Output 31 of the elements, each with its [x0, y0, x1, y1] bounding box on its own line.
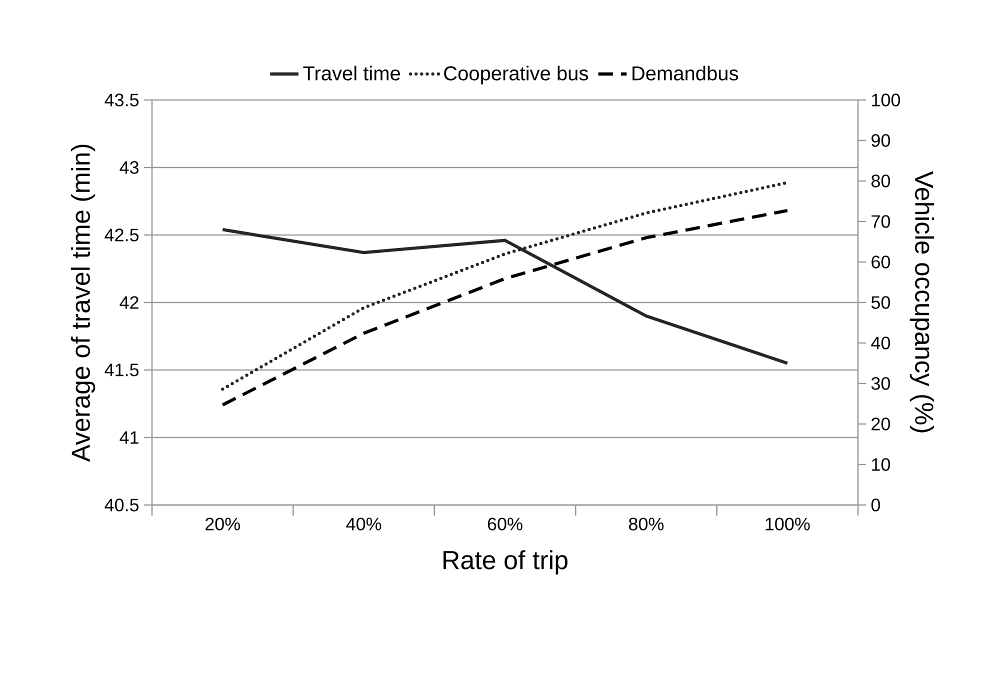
- legend-label: Demandbus: [632, 66, 738, 80]
- y2-tick-label: 70: [872, 215, 890, 228]
- y-axis-title: Average of travel time (min): [70, 144, 96, 462]
- x-tick-label: 80%: [628, 518, 664, 530]
- y2-tick-label: 60: [872, 256, 890, 268]
- y2-tick-label: 30: [871, 377, 890, 390]
- line-series: [221, 208, 789, 407]
- y-tick-label: 43.5: [104, 94, 139, 106]
- y-tick-label: 40.5: [104, 498, 139, 512]
- y-tick-label: 42.5: [104, 228, 139, 242]
- y2-tick-label: 90: [872, 134, 890, 147]
- y2-tick-label: 0: [871, 498, 880, 512]
- y2-tick-label: 80: [871, 174, 890, 188]
- y2-tick-label: 20: [872, 418, 890, 430]
- x-tick-label: 100%: [766, 518, 810, 530]
- legend-label: Travel time: [303, 66, 400, 80]
- line-series: [221, 181, 789, 391]
- y2-tick-label: 40: [871, 336, 890, 350]
- y2-tick-label: 50: [871, 296, 890, 309]
- y2-tick-label: 100: [872, 94, 900, 106]
- x-tick-label: 40%: [346, 518, 382, 530]
- y-tick-label: 42: [120, 296, 138, 309]
- y-tick-label: 41: [120, 431, 138, 444]
- x-axis-title: Rate of trip: [444, 550, 568, 574]
- x-tick-label: 60%: [488, 518, 522, 530]
- x-tick-label: 20%: [205, 518, 240, 530]
- y2-axis-title: Vehicle occupancy (%): [910, 171, 934, 432]
- y2-tick-label: 10: [872, 458, 890, 471]
- y-tick-label: 43: [120, 161, 139, 174]
- legend-label: Cooperative bus: [444, 66, 588, 84]
- y-tick-label: 41.5: [104, 364, 139, 376]
